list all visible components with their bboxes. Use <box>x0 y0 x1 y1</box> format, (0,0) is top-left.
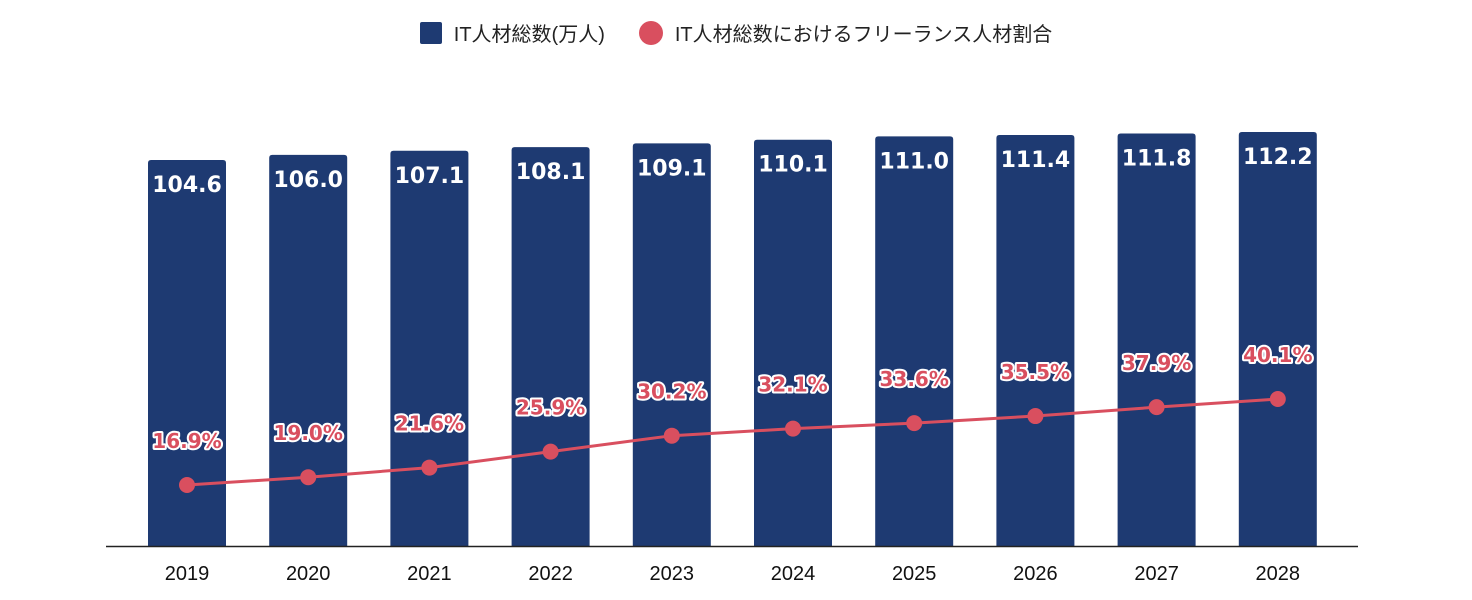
bar-value-label-2025: 111.0 <box>879 149 949 174</box>
line-point-2020 <box>300 469 317 486</box>
line-point-2022 <box>542 443 559 460</box>
line-value-label-2023: 30.2% <box>637 380 706 404</box>
bar-value-labels: 104.6 106.0 107.1 108.1 109.1 110.1 111.0 111.4… <box>152 145 1312 198</box>
legend-line-swatch <box>638 20 663 45</box>
line-point-2019 <box>179 477 195 493</box>
line-point-2027 <box>1148 399 1165 416</box>
line-value-label-2025: 33.6% <box>880 367 949 391</box>
legend-line-label: IT人材総数におけるフリーランス人材割合 <box>674 24 1053 46</box>
line-value-label-2024: 32.1% <box>758 373 827 397</box>
line-series <box>179 391 1286 493</box>
bar-2025 <box>875 136 954 546</box>
line-value-label-2028: 40.1% <box>1243 343 1312 367</box>
bar-2026 <box>996 134 1075 546</box>
bar-series <box>148 132 1317 546</box>
bar-value-label-2022: 108.1 <box>516 160 586 185</box>
x-tick-label-2022: 2022 <box>528 563 573 585</box>
bar-2023 <box>632 143 711 546</box>
line-point-2025 <box>906 415 923 432</box>
bar-value-label-2023: 109.1 <box>637 156 707 181</box>
bar-value-label-2021: 107.1 <box>395 164 465 189</box>
bar-2019 <box>148 160 226 546</box>
bar-2027 <box>1117 133 1196 546</box>
x-tick-label-2027: 2027 <box>1134 563 1179 585</box>
x-tick-label-2020: 2020 <box>286 563 331 585</box>
x-tick-label-2028: 2028 <box>1256 563 1301 585</box>
legend-bar-swatch <box>419 21 442 44</box>
line-point-2021 <box>421 459 438 476</box>
x-axis-tick-labels: 2019 2020 2021 2022 2023 2024 2025 2026 2027 2028 <box>165 563 1300 585</box>
x-tick-label-2025: 2025 <box>892 563 937 585</box>
chart-legend: IT人材総数(万人) IT人材総数におけるフリーランス人材割合 <box>0 18 1472 47</box>
line-value-label-2022: 25.9% <box>516 396 585 420</box>
line-value-label-2026: 35.5% <box>1001 360 1070 384</box>
bar-2020 <box>269 154 348 546</box>
line-value-label-2019: 16.9% <box>152 429 221 453</box>
x-tick-label-2023: 2023 <box>650 563 695 585</box>
bar-value-label-2028: 112.2 <box>1243 145 1313 170</box>
legend-item-bar-series: IT人材総数(万人) <box>419 18 605 47</box>
bar-value-label-2027: 111.8 <box>1122 146 1192 171</box>
bar-2022 <box>511 147 590 546</box>
bar-2024 <box>754 139 832 546</box>
bar-value-label-2024: 110.1 <box>758 153 828 178</box>
line-point-2023 <box>663 427 680 444</box>
bar-value-label-2019: 104.6 <box>152 173 222 198</box>
bar-2021 <box>390 150 469 546</box>
line-point-2026 <box>1027 408 1044 425</box>
line-series-path <box>186 397 1278 487</box>
line-point-2024 <box>785 420 801 437</box>
legend-item-line-series: IT人材総数におけるフリーランス人材割合 <box>638 18 1053 47</box>
x-tick-label-2021: 2021 <box>407 563 452 585</box>
line-point-2028 <box>1269 391 1286 407</box>
legend-bar-label: IT人材総数(万人) <box>453 24 605 46</box>
x-tick-label-2019: 2019 <box>165 563 210 585</box>
bar-value-label-2026: 111.4 <box>1001 148 1071 173</box>
x-tick-label-2026: 2026 <box>1013 563 1058 585</box>
line-value-label-2027: 37.9% <box>1122 351 1191 375</box>
bar-2028 <box>1238 132 1317 546</box>
x-tick-label-2024: 2024 <box>771 563 816 585</box>
line-value-label-2021: 21.6% <box>395 412 464 436</box>
bar-value-label-2020: 106.0 <box>273 168 343 193</box>
line-value-label-2020: 19.0% <box>274 421 343 445</box>
line-value-labels: 16.9% 19.0% 21.6% 25.9% 30.2% 32.1% 33.6% 35.5%… <box>150 341 1314 455</box>
